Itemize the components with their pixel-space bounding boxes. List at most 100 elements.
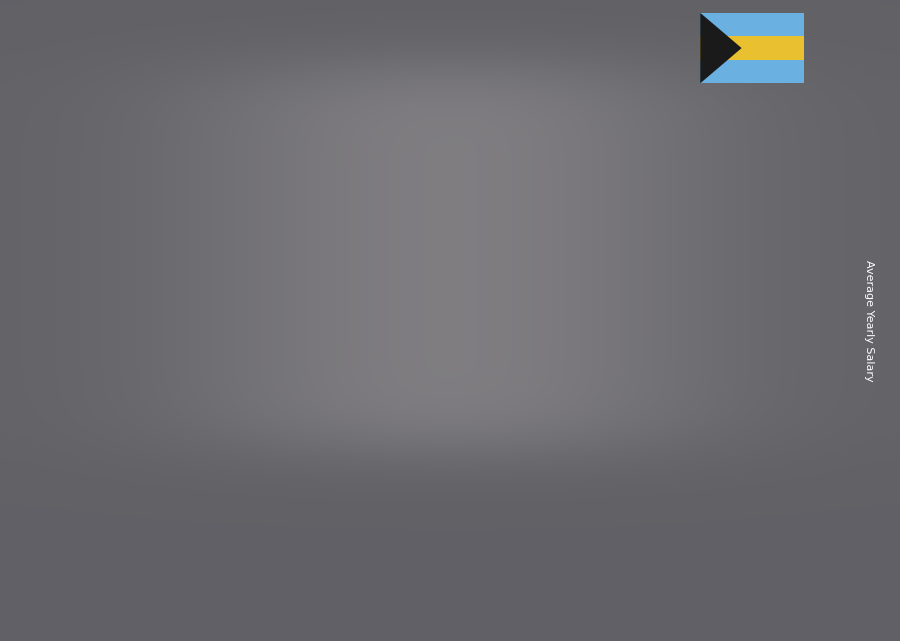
Polygon shape	[487, 236, 489, 560]
Polygon shape	[250, 368, 252, 564]
Polygon shape	[318, 287, 321, 564]
Polygon shape	[95, 457, 99, 564]
Polygon shape	[375, 271, 376, 553]
Polygon shape	[671, 110, 675, 564]
Polygon shape	[454, 244, 457, 564]
Polygon shape	[89, 457, 92, 564]
Text: Nanotechnology Engineer: Nanotechnology Engineer	[27, 70, 279, 89]
Polygon shape	[440, 244, 444, 564]
Polygon shape	[191, 372, 194, 564]
Polygon shape	[139, 450, 140, 560]
Polygon shape	[416, 244, 419, 564]
Polygon shape	[699, 110, 703, 564]
Polygon shape	[419, 244, 423, 564]
Polygon shape	[584, 169, 588, 564]
Polygon shape	[247, 372, 250, 564]
Polygon shape	[591, 169, 595, 564]
Polygon shape	[261, 342, 263, 538]
Polygon shape	[608, 142, 609, 542]
Polygon shape	[382, 253, 384, 534]
Polygon shape	[378, 264, 380, 545]
Polygon shape	[215, 372, 219, 564]
Polygon shape	[346, 287, 349, 564]
Polygon shape	[489, 233, 491, 556]
Text: 20+ Years: 20+ Years	[645, 576, 724, 590]
Polygon shape	[194, 372, 198, 564]
Polygon shape	[255, 357, 256, 553]
Polygon shape	[376, 267, 378, 549]
Polygon shape	[718, 95, 720, 553]
Polygon shape	[384, 249, 386, 530]
Polygon shape	[577, 169, 580, 564]
Text: 10 to 15: 10 to 15	[425, 576, 490, 590]
Polygon shape	[429, 244, 433, 564]
Polygon shape	[259, 345, 261, 542]
Polygon shape	[644, 72, 729, 110]
Text: explorer.com: explorer.com	[381, 581, 476, 596]
Polygon shape	[184, 372, 187, 564]
Text: 0 BSD: 0 BSD	[89, 395, 125, 408]
Polygon shape	[464, 244, 468, 564]
Polygon shape	[366, 287, 370, 564]
Polygon shape	[599, 162, 601, 560]
Polygon shape	[716, 99, 718, 556]
Text: 0 BSD: 0 BSD	[550, 106, 586, 120]
Polygon shape	[239, 372, 243, 564]
Polygon shape	[71, 457, 75, 564]
Polygon shape	[703, 110, 706, 564]
Polygon shape	[546, 169, 550, 564]
Polygon shape	[550, 169, 553, 564]
Text: +nan%: +nan%	[349, 162, 410, 176]
Text: +nan%: +nan%	[115, 290, 176, 304]
Polygon shape	[479, 244, 482, 564]
Polygon shape	[364, 287, 366, 564]
Polygon shape	[528, 131, 614, 169]
Polygon shape	[720, 91, 721, 549]
Text: +nan%: +nan%	[231, 204, 292, 219]
Polygon shape	[353, 287, 356, 564]
Polygon shape	[423, 244, 427, 564]
Polygon shape	[209, 372, 212, 564]
Polygon shape	[147, 431, 149, 542]
Polygon shape	[68, 457, 71, 564]
Polygon shape	[304, 287, 308, 564]
Polygon shape	[468, 244, 472, 564]
Polygon shape	[151, 420, 153, 530]
Polygon shape	[654, 110, 658, 564]
Polygon shape	[226, 372, 230, 564]
Polygon shape	[263, 338, 265, 534]
Text: salary: salary	[331, 581, 381, 596]
Polygon shape	[598, 165, 599, 564]
Polygon shape	[82, 457, 86, 564]
Polygon shape	[103, 457, 106, 564]
Polygon shape	[603, 154, 605, 553]
Polygon shape	[496, 213, 498, 538]
Polygon shape	[606, 146, 608, 545]
Polygon shape	[700, 37, 804, 60]
Polygon shape	[116, 457, 120, 564]
Polygon shape	[560, 169, 563, 564]
Polygon shape	[99, 457, 103, 564]
Polygon shape	[644, 110, 647, 564]
Text: 5 to 10: 5 to 10	[314, 576, 369, 590]
Polygon shape	[120, 457, 123, 564]
Polygon shape	[580, 169, 584, 564]
Polygon shape	[332, 287, 336, 564]
Polygon shape	[658, 110, 662, 564]
Polygon shape	[498, 210, 500, 534]
Polygon shape	[75, 457, 78, 564]
Polygon shape	[222, 372, 226, 564]
Polygon shape	[308, 287, 311, 564]
Polygon shape	[461, 244, 464, 564]
Polygon shape	[553, 169, 556, 564]
Polygon shape	[349, 287, 353, 564]
Polygon shape	[370, 283, 372, 564]
Polygon shape	[301, 249, 386, 287]
Polygon shape	[328, 287, 332, 564]
Polygon shape	[321, 287, 325, 564]
Polygon shape	[647, 110, 651, 564]
Polygon shape	[339, 287, 342, 564]
Polygon shape	[142, 442, 144, 553]
Text: 0 BSD: 0 BSD	[437, 181, 473, 194]
Polygon shape	[675, 110, 679, 564]
